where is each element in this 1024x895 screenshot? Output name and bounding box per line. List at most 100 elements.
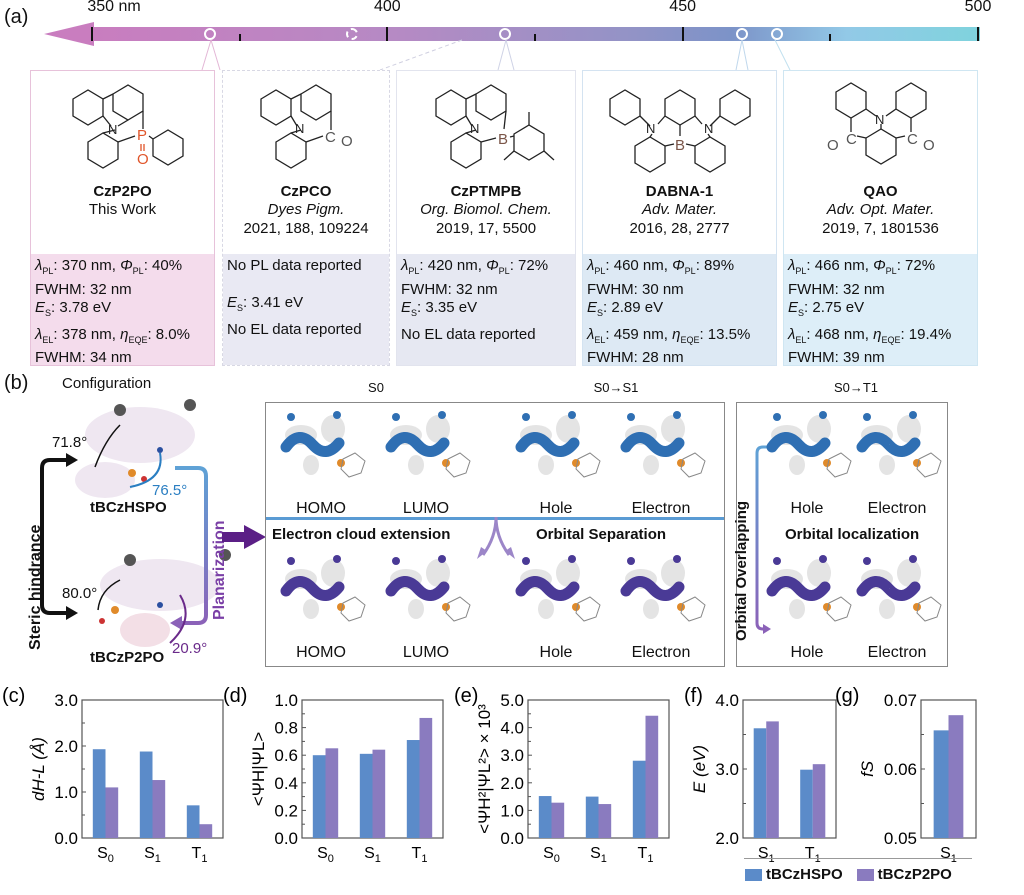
x-tick-label: S1 xyxy=(144,845,161,865)
orbital-lumo-tbczp2po: LUMO xyxy=(376,551,476,661)
arrow-right-icon xyxy=(222,525,266,549)
t1-electron-tbczhspo: Electron xyxy=(847,407,947,517)
property-line: ES: 3.41 eV xyxy=(227,294,304,313)
property-line: λEL: 459 nm, ηEQE: 13.5% xyxy=(587,325,751,345)
y-tick-label: 0.07 xyxy=(884,691,917,710)
angle-bottom-purple: 20.9° xyxy=(172,640,207,657)
y-tick-label: 0.2 xyxy=(274,801,298,820)
arrow-head-top xyxy=(66,453,78,467)
y-tick-label: 1.0 xyxy=(500,801,524,820)
legend-item-tbczhspo: tBCzHSPO xyxy=(745,866,843,883)
orbital-label: Electron xyxy=(867,500,927,517)
property-line: No EL data reported xyxy=(227,320,362,338)
scale-tick-label: 500 xyxy=(964,0,992,15)
journal-name: Adv. Opt. Mater. xyxy=(826,201,935,218)
property-line xyxy=(227,276,385,295)
panel-label-d: (d) xyxy=(223,685,247,707)
y-tick-label: 0.0 xyxy=(500,829,524,848)
orbital-isosurface-icon xyxy=(280,555,366,622)
x-tick-label: S1 xyxy=(758,845,775,865)
compound-card-czpco: N C O CzPCO Dyes Pigm. 2021, 188, 109224… xyxy=(222,70,390,366)
electron-cloud-extension-label: Electron cloud extension xyxy=(272,526,451,543)
bar-tbczp2po-s1 xyxy=(948,715,964,838)
compound-name: DABNA-1 xyxy=(645,183,714,200)
bar-charts: (c) 0.0 1.0 2.0 3.0 dH-L (Å) S0 S1 T1 (d) 0.0 0.2 0.… xyxy=(2,685,977,865)
scale-tick-label: 400 xyxy=(373,0,401,15)
bar-tbczp2po-s0 xyxy=(551,802,565,838)
property-line: λPL: 370 nm, ΦPL: 40% xyxy=(35,257,183,276)
compound-properties: λPL: 420 nm, ΦPL: 72% FWHM: 32 nm ES: 3.35… xyxy=(397,254,575,365)
y-tick-label: 2.0 xyxy=(715,829,739,848)
structure-qao: N C C O O xyxy=(784,71,977,181)
property-line: FWHM: 28 nm xyxy=(587,349,684,366)
y-axis-label: <ΨH²|ΨL²> × 10³ xyxy=(475,704,494,834)
split-arrow-icon xyxy=(477,517,515,559)
compound-name: CzPCO xyxy=(280,183,332,200)
scale-major-tick xyxy=(681,27,684,41)
panel-label-f: (f) xyxy=(684,685,703,707)
molecule-top-label: tBCzHSPO xyxy=(90,499,167,516)
bar-tbczp2po-t1 xyxy=(419,717,433,838)
y-tick-label: 0.0 xyxy=(274,829,298,848)
legend-swatch xyxy=(745,869,762,882)
orbital-isosurface-icon xyxy=(515,555,601,622)
wavelength-scale-bar xyxy=(92,27,980,41)
y-tick-label: 0.4 xyxy=(274,774,298,793)
legend-divider xyxy=(744,858,972,859)
svg-text:P: P xyxy=(137,127,147,144)
y-axis-label: <ΨH|ΨL> xyxy=(249,732,268,806)
compound-name: CzPTMPB xyxy=(450,183,522,200)
y-tick-label: 3.0 xyxy=(500,746,524,765)
y-tick-label: 2.0 xyxy=(500,774,524,793)
scale-major-tick xyxy=(91,27,93,41)
orbital-separation-label: Orbital Separation xyxy=(536,526,667,543)
t1-electron-tbczp2po: Electron xyxy=(847,551,947,661)
t1-hole-tbczp2po: Hole xyxy=(757,551,857,661)
legend-item-tbczp2po: tBCzP2PO xyxy=(856,866,952,883)
svg-text:N: N xyxy=(704,121,713,136)
svg-text:O: O xyxy=(923,137,935,154)
legend-swatch xyxy=(856,869,874,882)
bar-tbczhspo-s1 xyxy=(139,751,153,838)
legend-label: tBCzHSPO xyxy=(766,866,843,883)
orbital-localization-label: Orbital localization xyxy=(785,526,920,543)
bar-tbczp2po-s1 xyxy=(372,749,386,838)
configuration-diagram: 71.8° 76.5° 80.0° 20.9° tBCzHSPO tBCzP2P… xyxy=(27,399,231,665)
compound-properties: λPL: 466 nm, ΦPL: 72% FWHM: 32 nm ES: 2.75… xyxy=(784,254,977,366)
svg-text:C: C xyxy=(846,131,857,148)
x-tick-label: S1 xyxy=(364,845,381,865)
s0-s1-orbital-box: Electron cloud extension Orbital Separat… xyxy=(265,402,725,667)
bar-tbczp2po-s1 xyxy=(598,804,612,838)
svg-text:N: N xyxy=(646,121,655,136)
structure-czp2po: N P O xyxy=(31,71,214,181)
panel-label-e: (e) xyxy=(454,685,478,707)
compound-citation: 2016, 28, 2777 xyxy=(629,220,730,237)
svg-text:O: O xyxy=(827,137,839,154)
svg-text:B: B xyxy=(675,137,685,154)
molecule-qao-icon: N C C O O xyxy=(827,81,935,165)
orbital-label: Hole xyxy=(790,644,824,661)
compound-properties: λPL: 370 nm, ΦPL: 40% FWHM: 32 nm ES: 3.78… xyxy=(31,254,214,366)
compound-journal: Adv. Opt. Mater. xyxy=(784,200,977,219)
orbital-label: Hole xyxy=(790,500,824,517)
orbital-overlapping-label-wrap: Orbital Overlapping xyxy=(731,483,751,643)
orbital-label: LUMO xyxy=(402,500,450,517)
compound-journal: Dyes Pigm. xyxy=(223,200,389,219)
orbital-isosurface-icon xyxy=(385,411,471,478)
y-axis-label: fS xyxy=(858,760,877,777)
orbital-isosurface-icon xyxy=(280,411,366,478)
bar-tbczp2po-s0 xyxy=(105,787,119,838)
s0-s1-title-text: S0→S1 xyxy=(593,380,639,395)
panel-label-c: (c) xyxy=(2,685,25,707)
compound-ref: This Work xyxy=(88,201,157,218)
svg-text:O: O xyxy=(341,133,353,150)
panel-label-g: (g) xyxy=(835,685,859,707)
bar-tbczhspo-s0 xyxy=(538,796,552,838)
property-line: FWHM: 30 nm xyxy=(587,280,684,298)
panel-b-label: (b) xyxy=(4,372,29,394)
property-line: FWHM: 32 nm xyxy=(35,280,132,298)
property-line xyxy=(227,339,385,358)
bar-tbczp2po-t1 xyxy=(645,715,659,838)
compound-journal: Org. Biomol. Chem. xyxy=(397,200,575,219)
t1-hole-tbczhspo: Hole xyxy=(757,407,857,517)
